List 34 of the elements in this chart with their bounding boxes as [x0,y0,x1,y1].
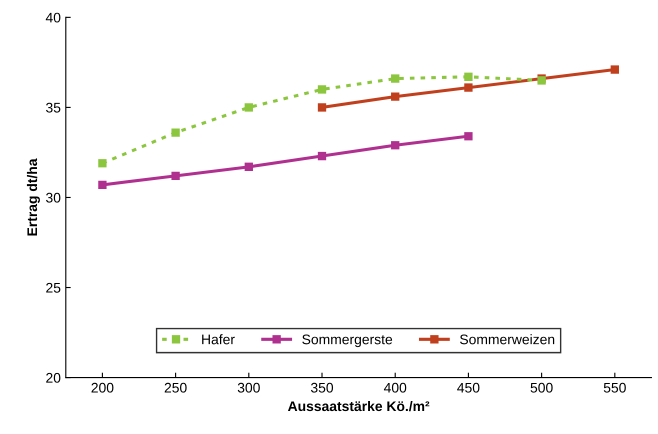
y-tick-label: 30 [46,192,60,203]
legend-label: Sommerweizen [460,334,554,344]
point [464,72,473,81]
y-axis-title: Ertrag dt/ha [26,158,40,236]
point [610,65,619,74]
y-tick-label: 40 [46,12,60,23]
y-tick-label: 20 [46,372,60,383]
point [171,172,180,180]
y-tick-label: 25 [46,282,60,293]
point [464,83,473,92]
point [244,103,253,112]
x-tick-label: 200 [92,382,114,393]
x-tick-label: 400 [384,382,406,393]
point [391,92,400,101]
x-tick-label: 350 [310,382,334,393]
point [98,159,107,168]
point [391,141,400,150]
y-tick-label: 35 [46,102,60,113]
point [171,128,180,137]
point [391,74,400,83]
point [318,152,326,160]
x-tick-label: 550 [604,382,626,393]
point [318,103,326,112]
x-axis-title: Aussaatstärke Kö./m² [288,400,430,412]
point [98,180,107,190]
point [244,162,253,172]
x-tick-label: 300 [238,382,260,393]
legend-label: Hafer [202,334,235,344]
x-tick-label: 450 [457,382,480,393]
x-tick-label: 500 [530,382,553,393]
point [464,132,473,140]
x-tick-label: 250 [164,382,187,393]
point [318,85,326,94]
legend-label: Sommergerste [302,334,392,348]
